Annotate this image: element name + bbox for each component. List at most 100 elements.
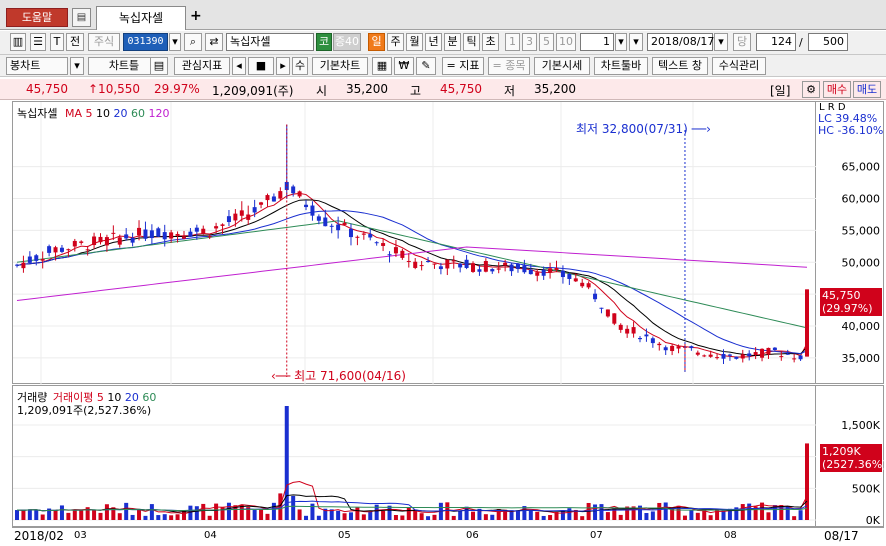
volume-bar <box>304 515 309 520</box>
period-tick-button[interactable]: 틱 <box>463 33 480 51</box>
chart-type-dropdown-icon[interactable]: ▾ <box>70 57 84 75</box>
price-axis-svg: 35,000 40,000 50,000 55,000 60,000 65,000 <box>842 161 881 365</box>
indicator-button[interactable]: = 지표 <box>442 57 484 75</box>
add-tab-button[interactable]: + <box>190 8 202 24</box>
scroll-right-icon[interactable]: ▸ <box>276 57 290 75</box>
settings-gear-icon[interactable]: ⚙ <box>802 81 820 98</box>
minute-1-button[interactable]: 1 <box>505 33 520 51</box>
quote-bar: 45,750 ↑10,550 29.97% 1,209,091(주) 시 35,… <box>0 79 886 100</box>
volume-bar <box>490 514 495 520</box>
change-rate: 29.97% <box>154 82 200 96</box>
formula-manage-button[interactable]: 수식관리 <box>712 57 766 75</box>
date-end-label: 08/17 <box>824 529 859 543</box>
stock-name-field[interactable]: 녹십자셀 <box>226 33 314 51</box>
minute-5-button[interactable]: 5 <box>539 33 554 51</box>
volume-bar <box>47 508 52 520</box>
hc-value: HC -36.10% <box>818 124 884 137</box>
candle-body <box>509 264 514 272</box>
chart-toolbar-button[interactable]: 차트툴바 <box>594 57 648 75</box>
stop-icon[interactable]: ■ <box>248 57 274 75</box>
volume-bar <box>573 509 578 520</box>
scroll-left-icon[interactable]: ◂ <box>232 57 246 75</box>
date-input[interactable]: 2018/08/17 <box>647 33 714 51</box>
minute-10-button[interactable]: 10 <box>556 33 576 51</box>
period-week-button[interactable]: 주 <box>387 33 404 51</box>
chart-type-select[interactable]: 봉차트 <box>6 57 68 75</box>
favorite-indicator-button[interactable]: 관심지표 <box>174 57 230 75</box>
layout-icon[interactable]: ▥ <box>10 33 26 51</box>
volume-bar <box>348 512 353 520</box>
volume-bar <box>515 510 520 520</box>
list-icon[interactable]: ☰ <box>30 33 46 51</box>
volume-chart-svg[interactable] <box>13 386 817 528</box>
period-second-button[interactable]: 초 <box>482 33 499 51</box>
candle-body <box>400 250 405 258</box>
legend-volume-avg: 거래이평 <box>52 391 94 404</box>
volume-bar <box>188 505 193 520</box>
price-chart-svg[interactable] <box>13 102 817 385</box>
date-spin-icon[interactable]: ▾ <box>629 33 643 51</box>
basic-chart-button[interactable]: 기본차트 <box>312 57 368 75</box>
month-label-07: 07 <box>590 530 603 541</box>
currency-button[interactable]: ₩ <box>394 57 414 75</box>
candle-body <box>355 236 360 238</box>
volume-bar <box>124 502 129 520</box>
segment-all-button[interactable]: 전 <box>66 33 84 51</box>
code-dropdown-icon[interactable]: ▾ <box>169 33 181 51</box>
ma5-line <box>16 192 808 358</box>
volume-bar <box>458 511 463 520</box>
volume-chart-panel[interactable]: 거래량 거래이평 5 10 20 60 1,209,091주(2,527.36%… <box>12 385 817 528</box>
total-count-input[interactable]: 500 <box>808 33 848 51</box>
period-minute-button[interactable]: 분 <box>444 33 461 51</box>
tool-icon[interactable]: ✎ <box>416 57 436 75</box>
axis-lrd-label[interactable]: L R D <box>819 102 846 113</box>
tab-stock-chart[interactable]: 녹십자셀 <box>96 6 186 30</box>
volume-bar <box>747 503 752 520</box>
legend-ma60: 60 <box>131 107 145 120</box>
count-button[interactable]: 수 <box>292 57 308 75</box>
candle-body <box>535 272 540 276</box>
symbol-button[interactable]: = 종목 <box>488 57 530 75</box>
chart-toolbar-secondary: 봉차트 ▾ 차트틀 ▤ 관심지표 ◂ ■ ▸ 수 기본차트 ▦ ₩ ✎ = 지표… <box>0 55 886 77</box>
calendar-icon[interactable]: ▦ <box>372 57 392 75</box>
candle-body <box>573 278 578 282</box>
period-month-button[interactable]: 월 <box>406 33 423 51</box>
volume-bar <box>246 507 251 520</box>
volume-bar <box>419 513 424 520</box>
sell-button[interactable]: 매도 <box>853 81 881 98</box>
search-icon[interactable]: ⌕ <box>184 33 202 51</box>
basic-quote-button[interactable]: 기본시세 <box>534 57 590 75</box>
period-year-button[interactable]: 년 <box>425 33 442 51</box>
help-button[interactable]: 도움말 <box>6 8 68 27</box>
volume-bar <box>663 502 668 520</box>
buy-button[interactable]: 매수 <box>823 81 851 98</box>
current-label: 당 <box>733 33 751 51</box>
volume-tick-label: 1,500K <box>841 419 880 432</box>
unit-spin-icon[interactable]: ▾ <box>615 33 627 51</box>
text-tool-icon[interactable]: T <box>50 33 64 51</box>
legend-stock-name: 녹십자셀 <box>17 107 58 120</box>
volume-bar <box>143 515 148 520</box>
price-tick-label: 55,000 <box>842 224 881 237</box>
screen-menu-icon[interactable]: ▤ <box>72 8 91 27</box>
volume-bar <box>413 509 418 520</box>
chart-frame-button[interactable]: 차트틀 <box>88 57 160 75</box>
volume-bar <box>329 509 334 520</box>
candle-body <box>432 263 437 265</box>
minute-3-button[interactable]: 3 <box>522 33 537 51</box>
volume-bar <box>387 505 392 520</box>
frame-icon[interactable]: ▤ <box>150 57 168 75</box>
swap-icon[interactable]: ⇄ <box>205 33 223 51</box>
period-day-button[interactable]: 일 <box>368 33 385 51</box>
month-label-04: 04 <box>204 530 217 541</box>
volume-bar <box>682 515 687 520</box>
text-window-button[interactable]: 텍스트 창 <box>652 57 708 75</box>
volume-bar <box>278 493 283 520</box>
stock-code-input[interactable]: 031390 <box>123 33 168 51</box>
unit-input[interactable]: 1 <box>580 33 614 51</box>
volume-bar <box>40 514 45 520</box>
price-chart-panel[interactable]: 녹십자셀 MA 5 10 20 60 120 최저 32,800(07/31) … <box>12 101 817 385</box>
candle-body <box>124 234 129 239</box>
date-dropdown-icon[interactable]: ▾ <box>714 33 728 51</box>
bar-count-input[interactable]: 124 <box>756 33 796 51</box>
